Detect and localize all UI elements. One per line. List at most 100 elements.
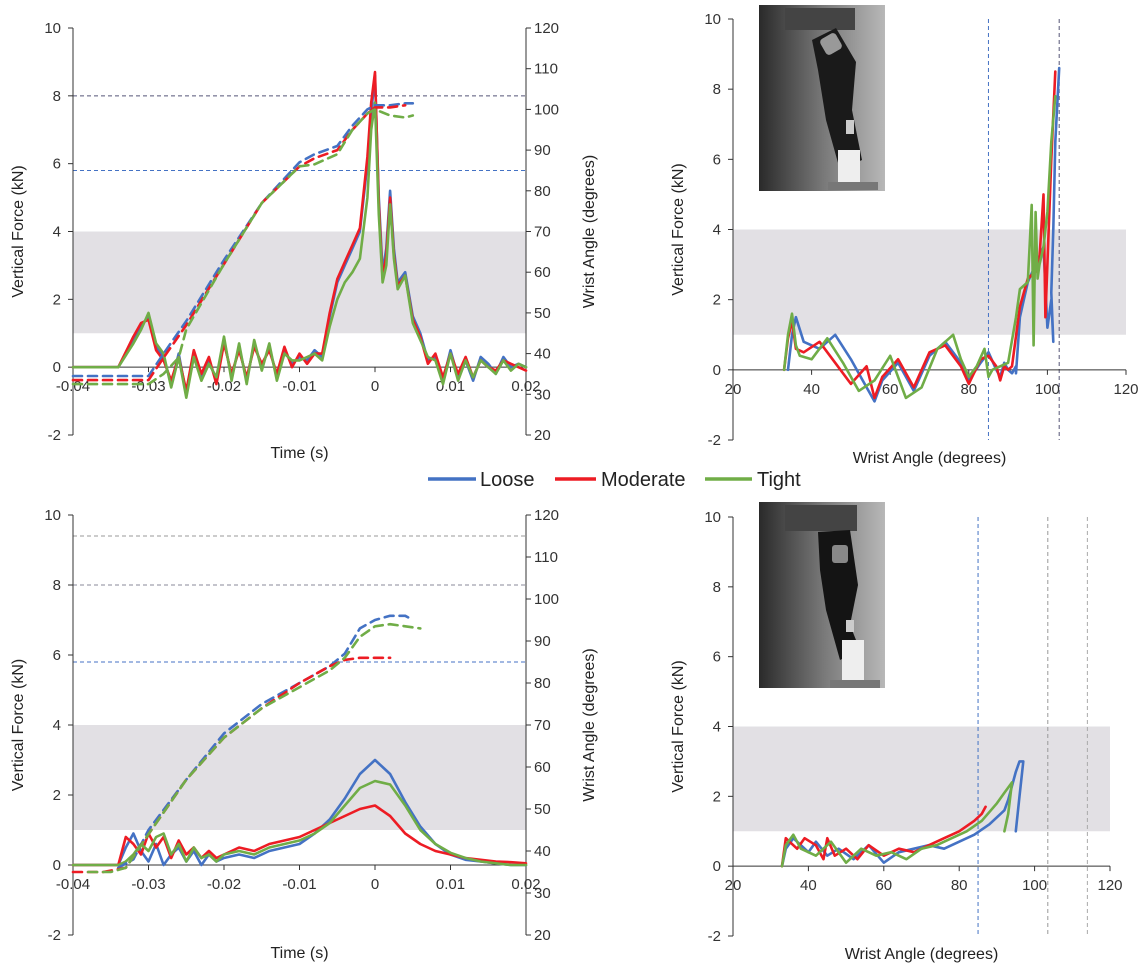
legend: Loose Moderate Tight	[428, 469, 801, 491]
top-left-y2-tick-label-1: 30	[534, 386, 551, 403]
top-left-y2-tick-label-9: 110	[534, 61, 558, 78]
bottom-left-y-tick-label-2: 2	[53, 787, 61, 804]
bottom-left-y-tick-label-0: -2	[48, 927, 61, 944]
bottom-right-y-tick-label-1: 0	[713, 858, 721, 875]
top-left-y2-tick-label-4: 60	[534, 264, 551, 281]
top-left-y-tick-label-3: 4	[53, 224, 61, 241]
bottom-right-y-tick-label-5: 8	[713, 579, 721, 596]
top-right-x-tick-label-4: 100	[1035, 381, 1060, 398]
bottom-left-x-tick-label-6: 0.02	[511, 876, 540, 893]
top-right-x-tick-label-5: 120	[1113, 381, 1138, 398]
bottom-left-series-tight-angle-line	[86, 622, 422, 874]
photo-inset-bottom	[759, 502, 885, 688]
bottom-right-x-tick-label-4: 100	[1022, 877, 1047, 894]
bottom-left-x-tick-label-4: 0	[371, 876, 379, 893]
bottom-left-shaded-band	[73, 725, 526, 830]
bottom-left-y-tick-label-1: 0	[53, 857, 61, 874]
bottom-left-y2-tick-label-4: 60	[534, 759, 551, 776]
bottom-left-x-axis-label: Time (s)	[270, 945, 328, 962]
top-right-x-axis-label: Wrist Angle (degrees)	[853, 450, 1007, 467]
chart-bottom-right: -2 0 2 4 6 8 10 20 40 60 80 100 120 Wrist Angle (degr…	[670, 509, 1123, 963]
top-left-y2-tick-label-8: 100	[534, 101, 559, 118]
bottom-left-y-tick-label-3: 4	[53, 717, 61, 734]
bottom-left-series-loose-angle-line	[117, 614, 415, 870]
bottom-right-y-axis-label: Vertical Force (kN)	[670, 660, 687, 792]
bottom-left-y2-tick-label-1: 30	[534, 885, 551, 902]
bottom-left-x-tick-label-5: 0.01	[436, 876, 465, 893]
bottom-right-y-tick-label-2: 2	[713, 788, 721, 805]
bottom-left-x-tick-label-0: -0.04	[56, 876, 90, 893]
top-right-x-tick-label-0: 20	[725, 381, 742, 398]
bottom-right-y-tick-label-0: -2	[708, 928, 721, 945]
top-left-x-tick-label-3: -0.01	[282, 378, 316, 395]
top-left-series-tight-angle-line	[71, 108, 415, 386]
bottom-right-x-tick-label-1: 40	[800, 877, 817, 894]
top-right-y-axis-label: Vertical Force (kN)	[670, 163, 687, 295]
top-left-series-moderate-angle-line	[71, 104, 407, 382]
top-left-y-tick-label-4: 6	[53, 156, 61, 173]
top-right-y-tick-label-0: -2	[708, 432, 721, 449]
bottom-left-series-tight-force-line	[71, 779, 528, 867]
top-left-series-tight-force-line	[71, 101, 528, 400]
legend-label-loose: Loose	[480, 469, 535, 491]
top-right-y-tick-label-2: 2	[713, 292, 721, 309]
chart-top-right: -2 0 2 4 6 8 10 20 40 60 80 100 120 Wrist Angle (degr…	[670, 11, 1139, 467]
top-left-y-tick-label-5: 8	[53, 88, 61, 105]
bottom-left-series-moderate-force-line	[71, 804, 528, 867]
bottom-left-y2-tick-label-9: 110	[534, 549, 558, 566]
bottom-left-y2-tick-label-10: 120	[534, 507, 559, 524]
bottom-left-x-tick-label-2: -0.02	[207, 876, 241, 893]
top-left-y-tick-label-0: -2	[48, 427, 61, 444]
bottom-right-y-tick-label-4: 6	[713, 649, 721, 666]
bottom-left-x-tick-label-1: -0.03	[131, 876, 165, 893]
top-right-series-tight-line	[782, 94, 1057, 400]
photo-inset-top	[759, 5, 885, 191]
bottom-left-y2-tick-label-0: 20	[534, 927, 551, 944]
legend-label-tight: Tight	[757, 469, 801, 491]
bottom-left-y-tick-label-5: 8	[53, 577, 61, 594]
top-left-x-tick-label-6: 0.02	[511, 378, 540, 395]
top-left-x-tick-label-2: -0.02	[207, 378, 241, 395]
bottom-left-y2-tick-label-3: 50	[534, 801, 551, 818]
bottom-right-x-tick-label-5: 120	[1097, 877, 1122, 894]
bottom-left-y2-tick-label-6: 80	[534, 675, 551, 692]
top-left-x-tick-label-5: 0.01	[436, 378, 465, 395]
bottom-right-x-axis-label: Wrist Angle (degrees)	[845, 946, 999, 963]
top-left-y2-tick-label-2: 40	[534, 346, 551, 363]
bottom-right-x-tick-label-2: 60	[875, 877, 892, 894]
bottom-right-shaded-band	[733, 726, 1110, 832]
top-right-y-tick-label-6: 10	[704, 11, 721, 28]
bottom-left-y2-tick-label-2: 40	[534, 843, 551, 860]
top-right-shaded-band	[733, 229, 1126, 335]
top-left-x-axis-label: Time (s)	[270, 445, 328, 462]
top-left-y-tick-label-2: 2	[53, 291, 61, 308]
top-left-y2-tick-label-5: 70	[534, 224, 551, 241]
bottom-left-y-axis-label: Vertical Force (kN)	[10, 659, 27, 791]
top-right-y-tick-label-3: 4	[713, 222, 721, 239]
bottom-left-y-tick-label-4: 6	[53, 647, 61, 664]
top-left-x-tick-label-4: 0	[371, 378, 379, 395]
chart-bottom-left: -2 0 2 4 6 8 10 20 30 40 50 60 70 80 90 100 110 120 -0.04 -…	[10, 507, 598, 962]
bottom-right-y-tick-label-3: 4	[713, 719, 721, 736]
top-left-y-axis-label: Vertical Force (kN)	[10, 165, 27, 297]
top-left-x-tick-label-1: -0.03	[131, 378, 165, 395]
top-right-x-tick-label-2: 60	[882, 381, 899, 398]
top-left-y2-tick-label-10: 120	[534, 20, 559, 37]
top-left-y-tick-label-6: 10	[44, 20, 61, 37]
top-left-y2-tick-label-6: 80	[534, 183, 551, 200]
bottom-left-y2-tick-label-7: 90	[534, 633, 551, 650]
top-right-y-tick-label-5: 8	[713, 81, 721, 98]
bottom-left-y2-tick-label-5: 70	[534, 717, 551, 734]
top-left-shaded-band	[73, 231, 526, 334]
top-right-y-tick-label-1: 0	[713, 362, 721, 379]
top-left-x-tick-label-0: -0.04	[56, 378, 90, 395]
top-left-series-loose-angle-line	[71, 102, 415, 378]
bottom-left-y-tick-label-6: 10	[44, 507, 61, 524]
top-left-y2-tick-label-3: 50	[534, 305, 551, 322]
top-left-y-tick-label-1: 0	[53, 359, 61, 376]
bottom-right-x-tick-label-3: 80	[951, 877, 968, 894]
bottom-right-series-tight-line	[780, 781, 1014, 868]
bottom-left-y2-axis-label: Wrist Angle (degrees)	[581, 648, 598, 802]
top-right-x-tick-label-1: 40	[803, 381, 820, 398]
